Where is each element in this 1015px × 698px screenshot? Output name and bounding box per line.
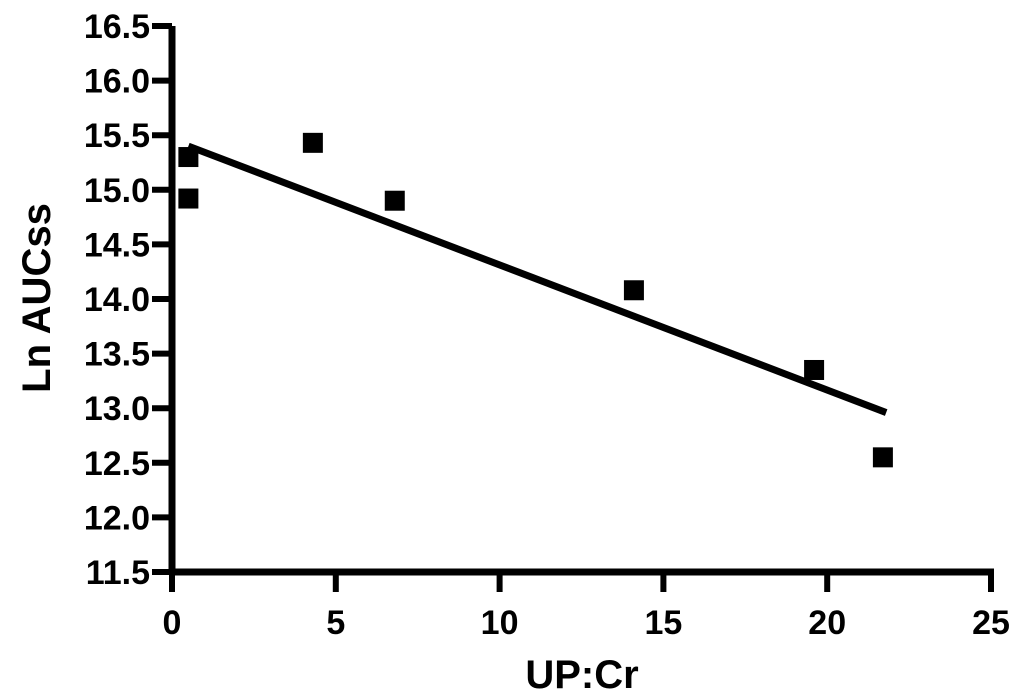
x-tick-label: 5 <box>326 604 345 642</box>
x-tick-label: 0 <box>163 604 182 642</box>
y-tick-label: 14.5 <box>84 226 150 264</box>
data-point <box>384 190 405 211</box>
y-tick-label: 16.5 <box>84 8 150 46</box>
y-tick-label: 12.0 <box>84 499 150 537</box>
x-axis-ticks: 0 5 10 15 20 25 <box>163 572 1010 642</box>
data-point <box>623 280 644 301</box>
y-tick-label: 14.0 <box>84 281 150 319</box>
y-axis-ticks: 11.5 12.0 12.5 13.0 13.5 14.0 14.5 15.0 15.5 16.0… <box>84 8 172 592</box>
x-tick-label: 15 <box>644 604 682 642</box>
x-tick-label: 10 <box>481 604 519 642</box>
axes <box>168 26 994 576</box>
data-point <box>178 188 199 209</box>
y-axis-title: Ln AUCss <box>15 203 59 393</box>
data-points <box>178 132 893 468</box>
y-tick-label: 16.0 <box>84 63 150 101</box>
y-tick-label: 15.0 <box>84 172 150 210</box>
x-tick-label: 20 <box>808 604 846 642</box>
y-tick-label: 13.5 <box>84 336 150 374</box>
data-point <box>804 359 825 380</box>
y-tick-label: 12.5 <box>84 445 150 483</box>
y-tick-label: 11.5 <box>86 554 150 592</box>
y-tick-label: 15.5 <box>84 117 150 155</box>
y-tick-label: 13.0 <box>84 390 150 428</box>
data-point <box>302 132 323 153</box>
x-axis-title: UP:Cr <box>525 653 638 697</box>
data-point <box>178 147 199 168</box>
data-point <box>872 447 893 468</box>
x-tick-label: 25 <box>972 604 1010 642</box>
regression-line <box>187 142 888 416</box>
